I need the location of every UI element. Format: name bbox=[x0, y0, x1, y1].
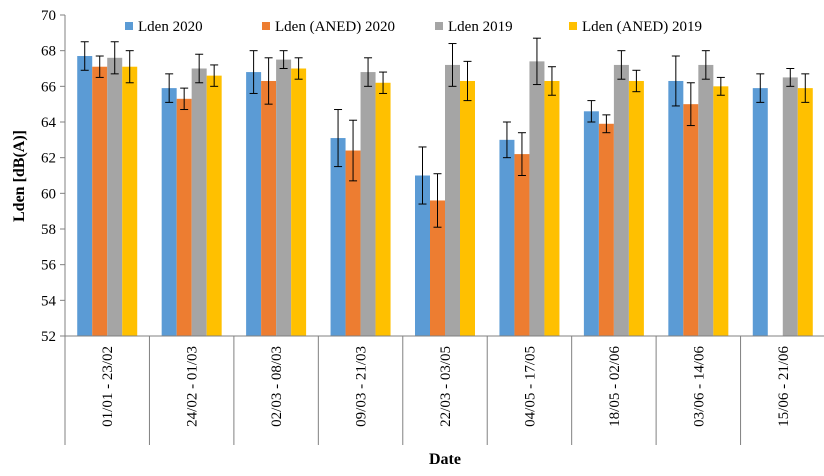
bar bbox=[375, 82, 391, 337]
legend-label: Lden (ANED) 2020 bbox=[275, 19, 395, 35]
y-tick-label: 56 bbox=[41, 258, 57, 274]
y-axis-title: Lden [dB(A)] bbox=[11, 130, 28, 222]
bar bbox=[752, 88, 768, 336]
bar bbox=[161, 88, 177, 336]
y-tick-label: 54 bbox=[41, 293, 57, 309]
bar bbox=[330, 138, 346, 336]
legend-label: Lden 2019 bbox=[448, 19, 513, 35]
bar bbox=[291, 68, 307, 336]
y-tick-label: 58 bbox=[41, 222, 56, 238]
bar bbox=[529, 61, 545, 336]
legend-swatch bbox=[569, 22, 577, 30]
y-tick-label: 62 bbox=[41, 151, 56, 167]
legend-label: Lden 2020 bbox=[138, 19, 203, 35]
bar bbox=[460, 80, 475, 336]
bars-layer bbox=[77, 56, 813, 337]
bar bbox=[276, 59, 292, 336]
legend-swatch bbox=[262, 22, 270, 30]
bar bbox=[345, 150, 361, 336]
bar bbox=[668, 80, 684, 336]
bar bbox=[360, 72, 376, 337]
bar bbox=[415, 175, 430, 336]
bar bbox=[698, 64, 714, 336]
bar bbox=[107, 57, 123, 337]
x-tick-label: 02/03 - 08/03 bbox=[269, 346, 285, 427]
bar bbox=[92, 66, 108, 336]
bar bbox=[122, 66, 138, 336]
y-tick-label: 64 bbox=[41, 115, 57, 131]
x-axis-labels: 01/01 - 23/02 24/02 - 01/03 02/03 - 08/03 0… bbox=[100, 346, 792, 427]
bar bbox=[598, 123, 614, 337]
bar bbox=[499, 139, 515, 336]
legend-swatch bbox=[435, 22, 443, 30]
bar bbox=[782, 77, 798, 337]
bar bbox=[544, 80, 560, 336]
bar bbox=[683, 104, 699, 337]
bar bbox=[261, 80, 277, 336]
x-tick-label: 24/02 - 01/03 bbox=[185, 346, 201, 427]
error-bars-layer bbox=[80, 37, 810, 228]
bar bbox=[514, 154, 530, 336]
y-tick-label: 60 bbox=[41, 186, 56, 202]
y-axis-ticks: 52 54 56 58 60 62 64 66 68 70 bbox=[41, 8, 65, 345]
x-axis-title: Date bbox=[429, 451, 461, 468]
x-tick-label: 04/05 - 17/05 bbox=[522, 346, 538, 427]
legend-label: Lden (ANED) 2019 bbox=[582, 19, 702, 35]
y-tick-label: 70 bbox=[41, 8, 56, 24]
y-tick-label: 68 bbox=[41, 44, 56, 60]
bar bbox=[583, 111, 599, 336]
bar bbox=[713, 86, 729, 336]
y-tick-label: 52 bbox=[41, 329, 56, 345]
x-tick-label: 22/03 - 03/05 bbox=[438, 346, 454, 427]
x-tick-label: 15/06 - 21/06 bbox=[776, 346, 792, 427]
bar bbox=[628, 80, 644, 336]
bar bbox=[206, 75, 222, 336]
legend: Lden 2020 Lden (ANED) 2020 Lden 2019 Lden (… bbox=[125, 19, 702, 35]
axes bbox=[64, 15, 824, 445]
bar bbox=[191, 68, 207, 336]
legend-swatch bbox=[125, 22, 133, 30]
bar bbox=[430, 200, 445, 336]
x-tick-label: 03/06 - 14/06 bbox=[691, 346, 707, 427]
x-tick-label: 09/03 - 21/03 bbox=[354, 346, 370, 427]
bar bbox=[246, 72, 262, 337]
x-tick-label: 18/05 - 02/06 bbox=[607, 346, 623, 427]
bar bbox=[77, 56, 93, 337]
bar bbox=[613, 64, 629, 336]
bar bbox=[176, 98, 192, 336]
bar bbox=[797, 88, 813, 336]
bar bbox=[445, 64, 460, 336]
y-tick-label: 66 bbox=[41, 79, 57, 95]
x-tick-label: 01/01 - 23/02 bbox=[100, 346, 116, 427]
